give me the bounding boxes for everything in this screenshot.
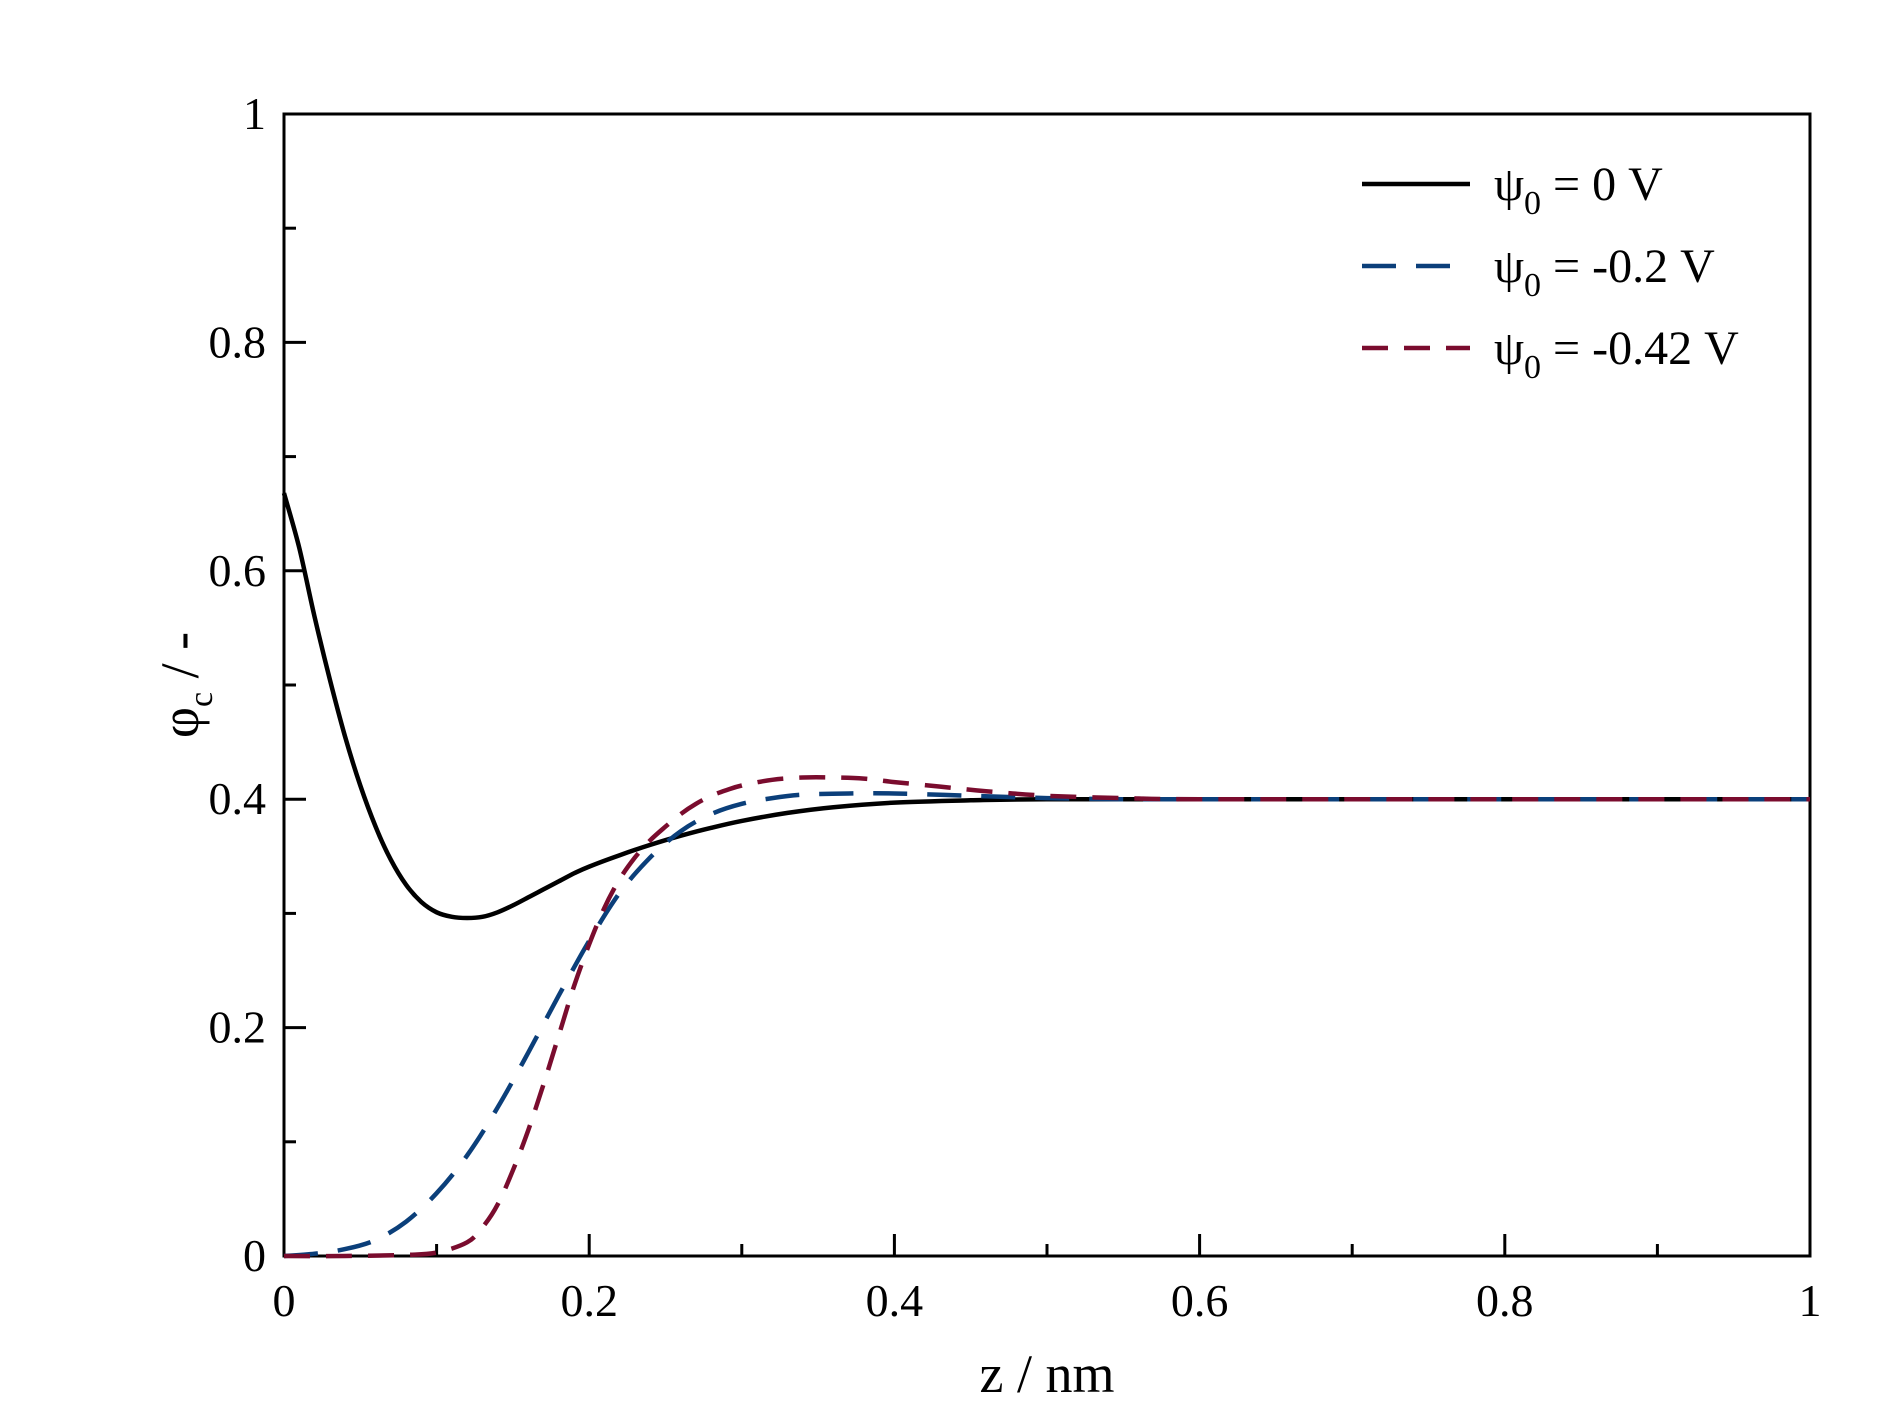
series-lines — [281, 492, 1810, 1259]
legend: ψ0 = 0 Vψ0 = -0.2 Vψ0 = -0.42 V — [1362, 158, 1739, 386]
y-tick-label-0_4: 0.4 — [209, 773, 267, 824]
legend-subscript: 0 — [1524, 349, 1541, 386]
legend-label-psi0-0v: ψ0 = 0 V — [1494, 158, 1663, 222]
series-line-psi0-minus-0_2v — [283, 791, 1810, 1259]
legend-symbol: ψ — [1494, 322, 1524, 375]
y-tick-label-0_6: 0.6 — [209, 545, 267, 596]
legend-symbol: ψ — [1494, 158, 1524, 211]
x-tick-label-0_2: 0.2 — [560, 1275, 618, 1326]
legend-label-psi0-minus-0_2v: ψ0 = -0.2 V — [1494, 240, 1715, 304]
y-tick-label-0: 0 — [243, 1230, 266, 1281]
x-tick-label-1: 1 — [1799, 1275, 1822, 1326]
series-line-psi0-minus-0_42v — [283, 775, 1810, 1259]
y-axis-label-subscript: c — [183, 692, 220, 707]
y-tick-label-0_2: 0.2 — [209, 1002, 267, 1053]
y-axis-ticks: 0 0.2 0.4 0.6 0.8 1 — [209, 88, 306, 1281]
legend-value: = 0 V — [1541, 158, 1663, 211]
legend-value: = -0.2 V — [1541, 240, 1715, 293]
axes: 0 0.2 0.4 0.6 0.8 1 0 0.2 0.4 0.6 0.8 1 — [209, 88, 1822, 1326]
y-tick-label-0_8: 0.8 — [209, 316, 267, 367]
legend-label-psi0-minus-0_42v: ψ0 = -0.42 V — [1494, 322, 1739, 386]
x-tick-label-0_6: 0.6 — [1171, 1275, 1229, 1326]
legend-symbol: ψ — [1494, 240, 1524, 293]
legend-subscript: 0 — [1524, 185, 1541, 222]
y-axis-label-symbol: φ — [150, 707, 210, 738]
y-tick-label-1: 1 — [243, 88, 266, 139]
legend-subscript: 0 — [1524, 267, 1541, 304]
x-axis-label: z / nm — [980, 1344, 1115, 1404]
x-tick-label-0_4: 0.4 — [866, 1275, 924, 1326]
y-axis-label-unit: / - — [150, 632, 210, 692]
y-axis-label: φc / - — [150, 632, 220, 738]
x-tick-label-0_8: 0.8 — [1476, 1275, 1534, 1326]
x-tick-label-0: 0 — [273, 1275, 296, 1326]
legend-value: = -0.42 V — [1541, 322, 1739, 375]
series-line-psi0-0v — [281, 492, 1810, 921]
x-axis-ticks: 0 0.2 0.4 0.6 0.8 1 — [273, 1234, 1822, 1326]
